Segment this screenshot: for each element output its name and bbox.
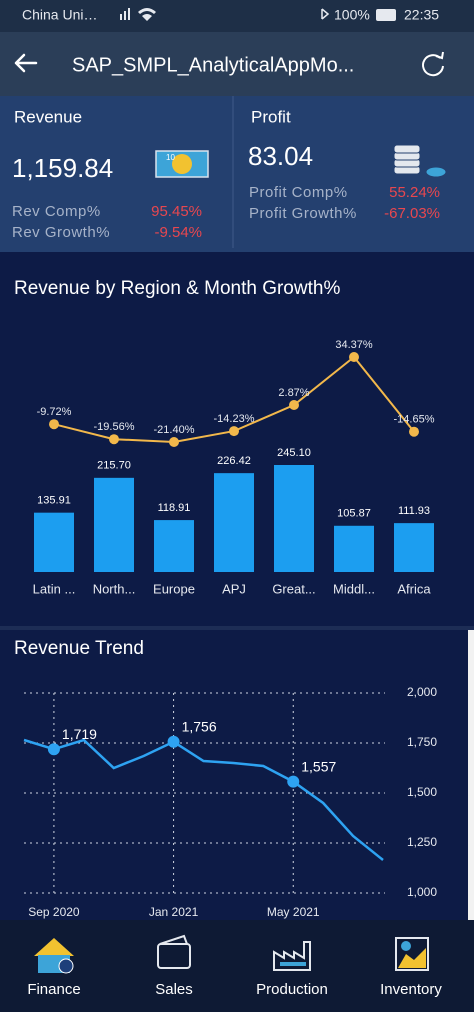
carrier: China Uni… [22, 7, 97, 23]
y-tick-label: 1,000 [407, 885, 437, 899]
point-label: 1,719 [62, 726, 97, 742]
nav-tab[interactable]: Finance [27, 981, 80, 998]
x-tick-label: May 2021 [267, 905, 320, 919]
refresh-arrow[interactable] [435, 51, 444, 60]
kpi-title: Revenue [14, 107, 82, 126]
card-separator [0, 626, 474, 630]
signal-icons [120, 8, 156, 21]
line-point [167, 735, 180, 748]
line [23, 738, 384, 861]
nav-tab[interactable]: Production [256, 981, 328, 998]
sales-icon[interactable] [157, 934, 191, 969]
bar-label: 245.10 [277, 447, 311, 459]
point-label: 34.37% [335, 339, 373, 351]
bar-label: 105.87 [337, 508, 371, 520]
kpi-row-value: 95.45% [151, 203, 202, 220]
bar [34, 512, 74, 572]
x-tick-label: Jan 2021 [149, 905, 199, 919]
bar [94, 477, 134, 572]
finance-icon[interactable] [34, 938, 74, 974]
x-tick-label: Africa [397, 581, 431, 596]
chart-title: Revenue by Region & Month Growth% [14, 278, 340, 299]
line-point [47, 743, 60, 756]
bar [394, 523, 434, 572]
chart-title: Revenue Trend [14, 638, 144, 659]
bar [334, 525, 374, 572]
nav-tab[interactable]: Sales [155, 981, 193, 998]
point-label: -14.23% [214, 413, 255, 425]
kpi-row-value: -67.03% [384, 205, 440, 222]
bar [154, 520, 194, 572]
point-label: 1,756 [182, 719, 217, 735]
bar-label: 226.42 [217, 455, 251, 467]
bar [274, 465, 314, 572]
line-point [409, 426, 419, 437]
x-tick-label: Europe [153, 581, 195, 596]
x-tick-label: Great... [272, 581, 315, 596]
line-point [287, 775, 300, 788]
kpi-row-label: Profit Comp% [249, 184, 348, 201]
kpi-row-value: 55.24% [389, 184, 440, 201]
refresh-button[interactable] [422, 54, 444, 77]
app-title: SAP_SMPL_AnalyticalAppMo... [72, 54, 354, 76]
bar-label: 111.93 [398, 505, 430, 517]
y-tick-label: 2,000 [407, 685, 437, 699]
point-label: -14.65% [394, 414, 435, 426]
y-tick-label: 1,250 [407, 835, 437, 849]
point-label: 2.87% [278, 387, 309, 399]
line-point [109, 434, 119, 445]
line-point [349, 352, 359, 362]
kpi-row-label-box: Profit Growth% [249, 205, 357, 222]
battery-icon [376, 9, 396, 21]
line-point [169, 437, 179, 447]
kpi-value: 1,159.84 [12, 153, 113, 183]
kpi-row-label: Rev Growth% [12, 224, 110, 241]
scroll-edge [468, 630, 474, 920]
bar-label: 215.70 [97, 460, 131, 472]
point-label: -9.72% [37, 406, 72, 418]
line-point [229, 426, 239, 437]
svg-text:10: 10 [166, 153, 175, 162]
point-label: 1,557 [301, 758, 336, 774]
kpi-value: 83.04 [248, 141, 313, 171]
nav-tab[interactable]: Inventory [380, 981, 442, 998]
inventory-icon[interactable] [395, 937, 429, 971]
point-label: -19.56% [94, 421, 135, 433]
line-point [49, 419, 59, 430]
x-tick-label: North... [93, 581, 136, 596]
profit-icon [393, 144, 447, 178]
bar-label: 118.91 [158, 502, 191, 514]
kpi-title: Profit [251, 107, 291, 126]
y-tick-label: 1,750 [407, 735, 437, 749]
x-tick-label: Middl... [333, 581, 375, 596]
kpi-row-label: Profit Growth% [249, 205, 357, 222]
bar [214, 473, 254, 572]
y-tick-label: 1,500 [407, 785, 437, 799]
x-tick-label: Sep 2020 [28, 905, 80, 919]
bluetooth-icon [321, 8, 330, 20]
x-tick-label: APJ [222, 581, 246, 596]
kpi-row-label: Rev Comp% [12, 203, 101, 220]
bar-label: 135.91 [37, 495, 71, 507]
production-icon[interactable] [273, 941, 311, 971]
battery-level: 100% [334, 7, 370, 23]
back-button[interactable] [14, 53, 38, 73]
kpi-row-value: -9.54% [154, 224, 202, 241]
app-header [0, 32, 474, 96]
trend-chart-card [0, 630, 468, 920]
revenue-icon: 10 [155, 150, 209, 178]
x-tick-label: Latin ... [33, 581, 76, 596]
line-point [289, 400, 299, 411]
point-label: -21.40% [154, 424, 195, 436]
clock: 22:35 [404, 7, 439, 23]
